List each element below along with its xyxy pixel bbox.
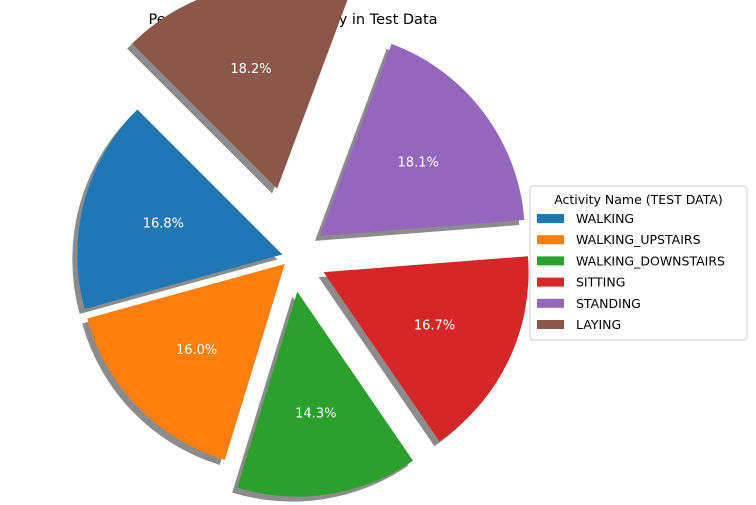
legend-items: WALKING WALKING_UPSTAIRS WALKING_DOWNSTAIR…	[537, 211, 725, 332]
legend-label-sitting: SITTING	[576, 275, 625, 290]
slice-walking-downstairs	[237, 291, 414, 497]
slice-walking-upstairs	[87, 263, 285, 460]
legend-title: Activity Name (TEST DATA)	[554, 192, 723, 207]
legend-swatch-sitting	[537, 277, 564, 287]
legend-label-standing: STANDING	[576, 296, 641, 311]
slice-walking	[77, 109, 283, 309]
percent-label-walking-downstairs: 14.3%	[295, 407, 336, 422]
percent-labels: 16.8% 16.0% 14.3% 16.7% 18.1% 18.2%	[143, 62, 455, 422]
percent-label-walking-upstairs: 16.0%	[176, 343, 217, 358]
slice-sitting	[323, 256, 529, 442]
legend-label-laying: LAYING	[576, 317, 621, 332]
legend: Activity Name (TEST DATA) WALKINGWALKING…	[529, 185, 748, 341]
legend-swatch-walking-downstairs	[537, 256, 564, 266]
legend-frame	[529, 185, 748, 341]
slice-standing	[319, 43, 525, 236]
slice-laying	[132, 0, 348, 189]
legend-swatch-laying	[537, 320, 564, 329]
percent-label-standing: 18.1%	[398, 155, 439, 170]
legend-swatch-walking-upstairs	[537, 235, 564, 245]
percent-label-walking: 16.8%	[143, 217, 184, 232]
percent-label-laying: 18.2%	[230, 62, 271, 77]
legend-swatch-walking	[537, 214, 564, 223]
pie-slices	[77, 0, 529, 497]
legend-label-walking-upstairs: WALKING_UPSTAIRS	[576, 232, 701, 247]
legend-label-walking: WALKING	[576, 211, 634, 226]
legend-label-walking-downstairs: WALKING_DOWNSTAIRS	[576, 253, 725, 268]
legend-swatch-standing	[537, 298, 564, 308]
percent-label-sitting: 16.7%	[414, 319, 455, 334]
